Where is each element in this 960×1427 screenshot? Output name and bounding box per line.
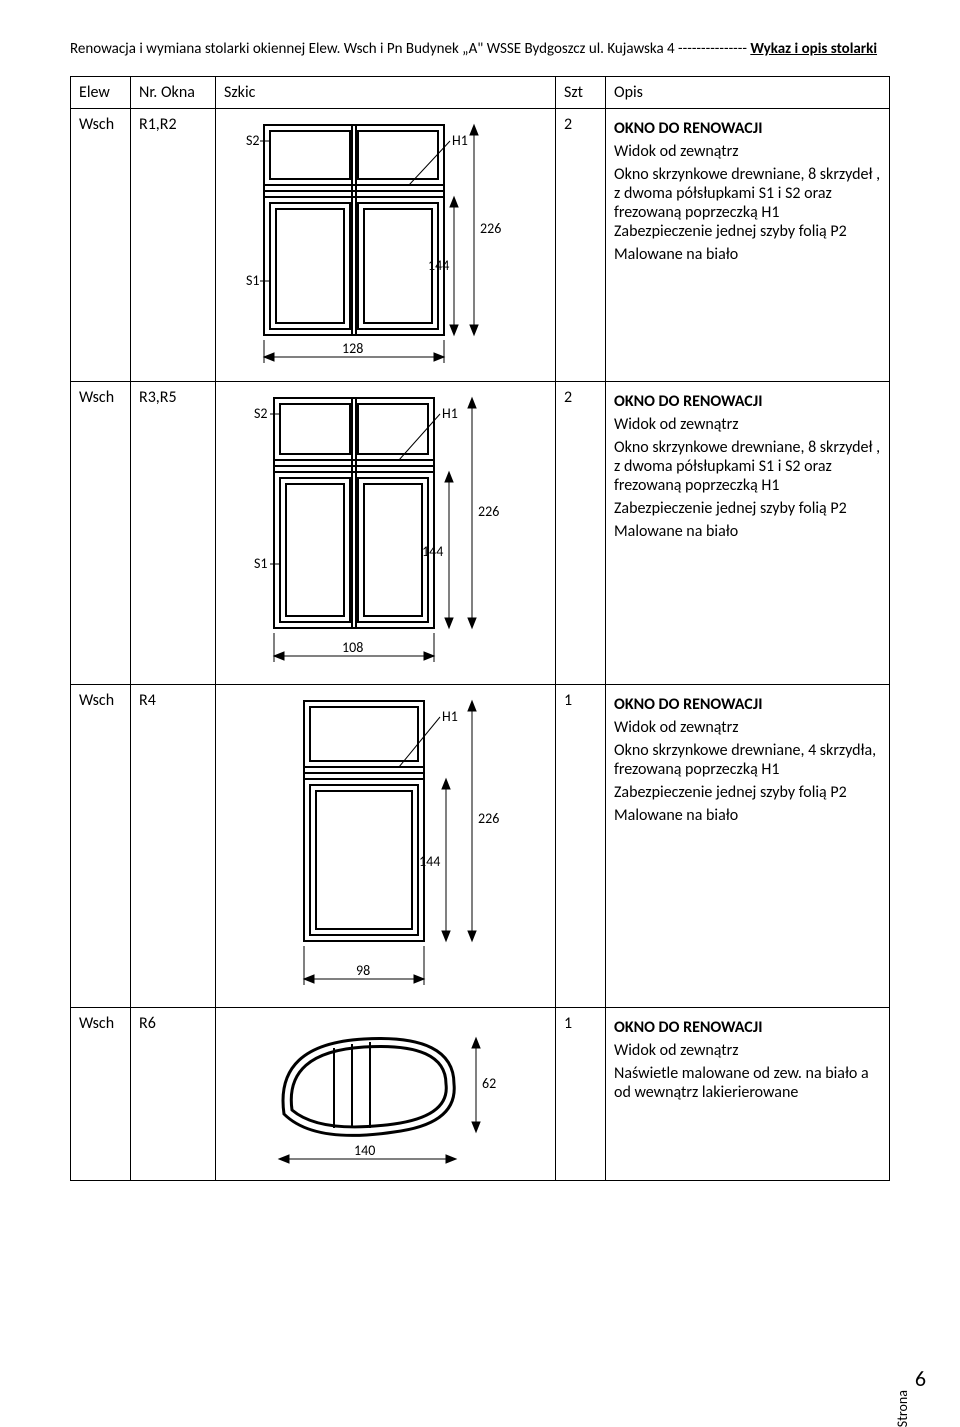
dim-inner-h: 144 <box>422 543 443 560</box>
opis-line: Malowane na biało <box>614 522 881 541</box>
footer-label: Strona <box>894 1390 911 1427</box>
col-elew: Elew <box>71 77 131 109</box>
opis-title: OKNO DO RENOWACJI <box>614 392 762 411</box>
dim-inner-h: 144 <box>428 257 449 274</box>
header-underlined: Wykaz i opis stolarki <box>750 40 877 58</box>
cell-szkic: 62 140 <box>216 1008 556 1181</box>
page: Renowacja i wymiana stolarki okiennej El… <box>0 0 960 1414</box>
window-sketch-fanlight: 62 140 <box>224 1014 544 1174</box>
table-row: Wsch R6 <box>71 1008 890 1181</box>
dim-width: 128 <box>342 340 363 357</box>
cell-szkic: S2 H1 S1 226 144 <box>216 382 556 685</box>
opis-line: Malowane na biało <box>614 806 881 825</box>
cell-elew: Wsch <box>71 109 131 382</box>
label-s2: S2 <box>246 132 260 149</box>
label-s2: S2 <box>254 405 268 422</box>
dim-width: 140 <box>354 1142 375 1159</box>
cell-opis: OKNO DO RENOWACJI Widok od zewnątrz Naśw… <box>606 1008 890 1181</box>
opis-line: Okno skrzynkowe drewniane, 8 skrzydeł , … <box>614 165 881 241</box>
col-nrokna: Nr. Okna <box>131 77 216 109</box>
dim-outer-h: 62 <box>482 1075 496 1092</box>
opis-title: OKNO DO RENOWACJI <box>614 119 762 138</box>
opis-line: Naświetle malowane od zew. na biało a od… <box>614 1064 881 1102</box>
opis-line: Widok od zewnątrz <box>614 718 881 737</box>
opis-line: Widok od zewnątrz <box>614 1041 881 1060</box>
table-header-row: Elew Nr. Okna Szkic Szt Opis <box>71 77 890 109</box>
footer-number: 6 <box>915 1365 926 1392</box>
header-text: Renowacja i wymiana stolarki okiennej El… <box>70 40 750 58</box>
cell-elew: Wsch <box>71 685 131 1008</box>
table-row: Wsch R1,R2 <box>71 109 890 382</box>
cell-elew: Wsch <box>71 382 131 685</box>
cell-szt: 2 <box>556 382 606 685</box>
label-h1: H1 <box>442 708 458 725</box>
cell-opis: OKNO DO RENOWACJI Widok od zewnątrz Okno… <box>606 685 890 1008</box>
window-sketch-double: S2 H1 S1 226 144 <box>224 388 544 678</box>
page-footer: Strona6 <box>876 1365 926 1392</box>
opis-line: Okno skrzynkowe drewniane, 8 skrzydeł , … <box>614 438 881 495</box>
dim-inner-h: 144 <box>419 853 440 870</box>
cell-szkic: H1 226 144 <box>216 685 556 1008</box>
cell-nr: R1,R2 <box>131 109 216 382</box>
opis-line: Okno skrzynkowe drewniane, 4 skrzydła, f… <box>614 741 881 779</box>
cell-szt: 1 <box>556 1008 606 1181</box>
cell-nr: R3,R5 <box>131 382 216 685</box>
stolarki-table: Elew Nr. Okna Szkic Szt Opis Wsch R1,R2 <box>70 76 890 1181</box>
col-szt: Szt <box>556 77 606 109</box>
col-opis: Opis <box>606 77 890 109</box>
dim-outer-h: 226 <box>480 220 501 237</box>
cell-opis: OKNO DO RENOWACJI Widok od zewnątrz Okno… <box>606 109 890 382</box>
label-s1: S1 <box>246 272 260 289</box>
page-header: Renowacja i wymiana stolarki okiennej El… <box>70 40 890 58</box>
table-row: Wsch R3,R5 <box>71 382 890 685</box>
label-h1: H1 <box>442 405 458 422</box>
opis-line: Malowane na biało <box>614 245 881 264</box>
dim-outer-h: 226 <box>478 503 499 520</box>
table-row: Wsch R4 H1 <box>71 685 890 1008</box>
opis-line: Zabezpieczenie jednej szyby folią P2 <box>614 499 881 518</box>
cell-elew: Wsch <box>71 1008 131 1181</box>
cell-nr: R6 <box>131 1008 216 1181</box>
opis-title: OKNO DO RENOWACJI <box>614 695 762 714</box>
label-h1: H1 <box>452 132 468 149</box>
dim-outer-h: 226 <box>478 810 499 827</box>
dim-width: 98 <box>356 962 370 979</box>
cell-szt: 1 <box>556 685 606 1008</box>
cell-szkic: S2 H1 S1 226 144 <box>216 109 556 382</box>
cell-szt: 2 <box>556 109 606 382</box>
window-sketch-double: S2 H1 S1 226 144 <box>224 115 544 375</box>
opis-line: Widok od zewnątrz <box>614 142 881 161</box>
cell-nr: R4 <box>131 685 216 1008</box>
label-s1: S1 <box>254 555 268 572</box>
dim-width: 108 <box>342 639 363 656</box>
col-szkic: Szkic <box>216 77 556 109</box>
opis-title: OKNO DO RENOWACJI <box>614 1018 762 1037</box>
opis-line: Widok od zewnątrz <box>614 415 881 434</box>
window-sketch-single: H1 226 144 <box>224 691 544 1001</box>
opis-line: Zabezpieczenie jednej szyby folią P2 <box>614 783 881 802</box>
cell-opis: OKNO DO RENOWACJI Widok od zewnątrz Okno… <box>606 382 890 685</box>
